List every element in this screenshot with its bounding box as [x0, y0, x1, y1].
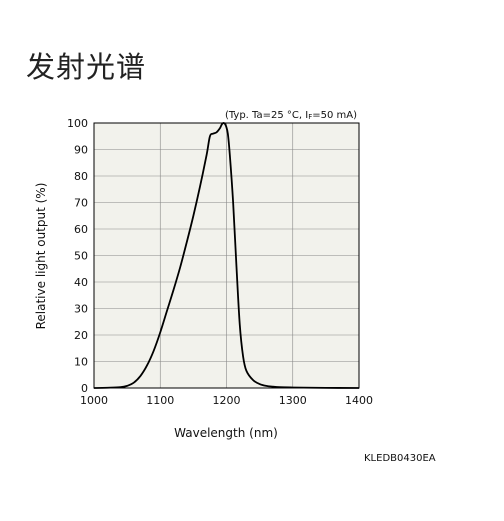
y-tick-label: 50 — [74, 250, 88, 263]
y-tick-label: 40 — [74, 276, 88, 289]
x-tick-label: 1000 — [80, 394, 108, 407]
x-axis-label: Wavelength (nm) — [174, 426, 278, 440]
conditions-tail: =50 mA) — [312, 110, 357, 121]
y-tick-label: 70 — [74, 197, 88, 210]
x-tick-labels: 1000 1100 1200 1300 1400 — [80, 394, 373, 407]
y-axis-label: Relative light output (%) — [34, 183, 48, 330]
measurement-conditions: (Typ. Ta=25 °C, IF=50 mA) — [225, 110, 357, 121]
spectrum-line — [93, 122, 360, 389]
x-tick-label: 1200 — [213, 394, 241, 407]
y-tick-label: 10 — [74, 356, 88, 369]
figure-code: KLEDB0430EA — [364, 453, 436, 464]
x-tick-label: 1400 — [345, 394, 373, 407]
y-tick-label: 100 — [67, 117, 88, 130]
y-tick-label: 90 — [74, 144, 88, 157]
y-tick-label: 60 — [74, 223, 88, 236]
conditions-subscript: F — [308, 113, 312, 121]
plot-frame — [93, 122, 360, 389]
y-tick-label: 80 — [74, 170, 88, 183]
y-tick-label: 0 — [81, 382, 88, 395]
page-title: 发射光谱 — [26, 50, 147, 84]
x-tick-label: 1300 — [279, 394, 307, 407]
y-tick-label: 20 — [74, 329, 88, 342]
conditions-text: (Typ. Ta=25 °C, I — [225, 110, 308, 121]
grid — [94, 123, 359, 388]
y-tick-labels: 0 10 20 30 40 50 60 70 80 90 100 — [67, 117, 88, 395]
x-tick-label: 1100 — [146, 394, 174, 407]
y-tick-label: 30 — [74, 303, 88, 316]
